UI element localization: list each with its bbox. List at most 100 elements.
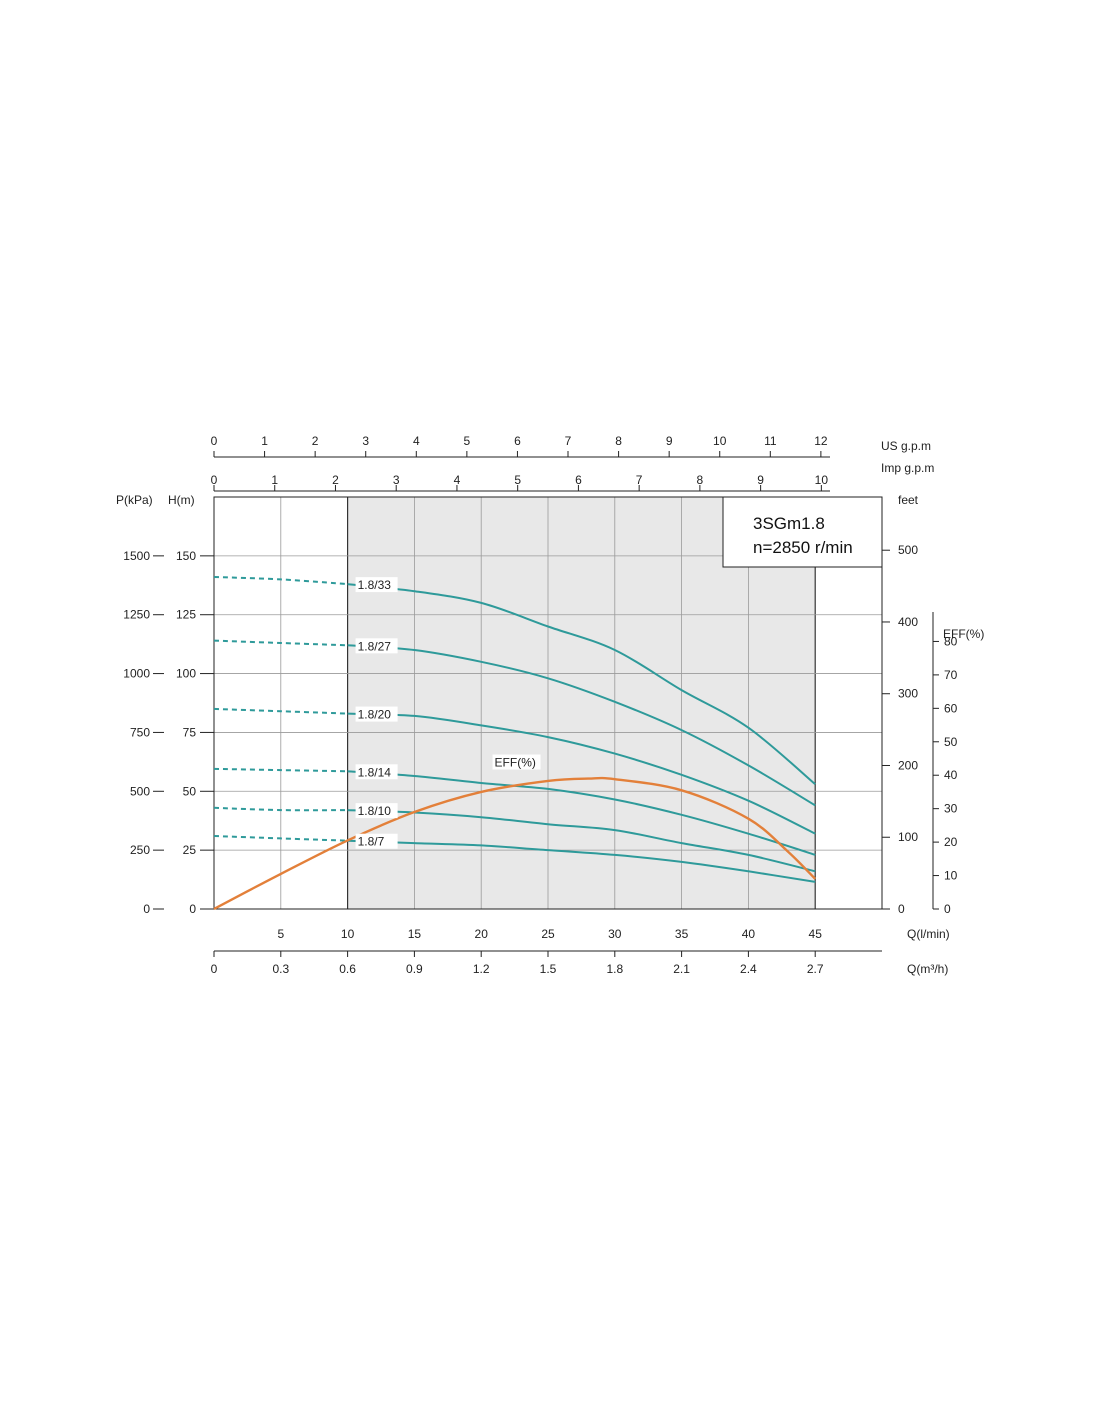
flow-lmin-axis-title: Q(l/min) — [907, 927, 950, 941]
head-curve-1-8-20 — [347, 712, 816, 835]
eff-tick-label: 70 — [944, 668, 958, 682]
us-gpm-tick-label: 2 — [312, 434, 319, 448]
us-gpm-tick-label: 4 — [413, 434, 420, 448]
imp-gpm-tick-label: 10 — [815, 473, 829, 487]
head-curve-1-8-33 — [347, 583, 816, 785]
m3h-tick-label: 2.7 — [807, 962, 824, 976]
us-gpm-tick-label: 8 — [615, 434, 622, 448]
x-tick-label: 25 — [541, 927, 555, 941]
feet-tick-label: 400 — [898, 615, 918, 629]
x-tick-label: 10 — [341, 927, 355, 941]
model-legend-box — [722, 496, 883, 568]
us-gpm-tick-label: 12 — [814, 434, 828, 448]
us-gpm-axis-title: US g.p.m — [881, 439, 931, 453]
imp-gpm-tick-label: 9 — [757, 473, 764, 487]
head-tick-label: 0 — [189, 902, 196, 916]
m3h-tick-label: 2.4 — [740, 962, 757, 976]
feet-tick-label: 200 — [898, 758, 918, 772]
curve-label-1-8-14: 1.8/14 — [358, 765, 392, 779]
curve-label-bg — [355, 577, 398, 593]
us-gpm-tick-label: 11 — [764, 434, 777, 448]
head-tick-label: 150 — [176, 549, 196, 563]
m3h-tick-label: 0.9 — [406, 962, 423, 976]
x-tick-label: 30 — [608, 927, 622, 941]
eff-tick-label: 30 — [944, 802, 958, 816]
curve-label-bg — [355, 833, 398, 849]
pressure-tick-label: 1250 — [123, 608, 150, 622]
imp-gpm-tick-label: 7 — [636, 473, 643, 487]
eff-tick-label: 80 — [944, 634, 958, 648]
us-gpm-tick-label: 1 — [261, 434, 268, 448]
x-tick-label: 35 — [675, 927, 689, 941]
m3h-tick-label: 2.1 — [673, 962, 690, 976]
imp-gpm-tick-label: 1 — [271, 473, 278, 487]
eff-label-bg — [492, 754, 541, 770]
m3h-tick-label: 1.5 — [540, 962, 557, 976]
feet-tick-label: 100 — [898, 830, 918, 844]
head-curves — [213, 576, 817, 911]
us-gpm-tick-label: 9 — [666, 434, 673, 448]
imp-gpm-tick-label: 3 — [393, 473, 400, 487]
eff-axis-title: EFF(%) — [943, 627, 984, 641]
curve-label-1-8-33: 1.8/33 — [358, 578, 392, 592]
us-gpm-tick-label: 6 — [514, 434, 521, 448]
pressure-axis-title: P(kPa) — [116, 493, 153, 507]
us-gpm-tick-label: 7 — [565, 434, 572, 448]
m3h-tick-label: 0.6 — [339, 962, 356, 976]
m3h-tick-label: 0 — [211, 962, 218, 976]
head-curve-dashed-1-8-7 — [213, 835, 348, 842]
head-tick-label: 25 — [183, 843, 197, 857]
head-curve-dashed-1-8-27 — [213, 639, 348, 647]
pressure-tick-label: 1500 — [123, 549, 150, 563]
eff-tick-label: 10 — [944, 869, 958, 883]
head-axis-title: H(m) — [168, 493, 195, 507]
model-speed: n=2850 r/min — [753, 538, 853, 557]
eff-tick-label: 40 — [944, 768, 958, 782]
head-tick-label: 75 — [183, 725, 197, 739]
x-tick-label: 20 — [475, 927, 489, 941]
curve-label-bg — [355, 803, 398, 819]
head-curve-dashed-1-8-20 — [213, 707, 348, 715]
head-curve-dashed-1-8-10 — [213, 806, 348, 812]
feet-axis-title: feet — [898, 493, 919, 507]
pressure-tick-label: 1000 — [123, 667, 150, 681]
curve-labels: 1.8/33 1.8/27 1.8/20 1.8/14 1.8/10 1.8/7 EFF(%… — [355, 577, 541, 849]
head-tick-label: 125 — [176, 608, 196, 622]
feet-tick-label: 300 — [898, 687, 918, 701]
imp-gpm-tick-label: 8 — [697, 473, 704, 487]
head-tick-label: 50 — [183, 784, 197, 798]
pressure-tick-label: 750 — [130, 725, 150, 739]
x-tick-label: 40 — [742, 927, 756, 941]
m3h-tick-label: 1.2 — [473, 962, 490, 976]
eff-tick-label: 50 — [944, 735, 958, 749]
head-curve-1-8-7 — [347, 839, 816, 883]
m3h-tick-label: 1.8 — [606, 962, 623, 976]
x-tick-label: 15 — [408, 927, 422, 941]
eff-tick-label: 20 — [944, 835, 958, 849]
head-curve-1-8-27 — [347, 644, 816, 807]
x-tick-label: 5 — [277, 927, 284, 941]
curve-label-bg — [355, 764, 398, 780]
imp-gpm-tick-label: 0 — [211, 473, 218, 487]
head-tick-label: 100 — [176, 667, 196, 681]
us-gpm-tick-label: 10 — [713, 434, 727, 448]
curve-label-1-8-7: 1.8/7 — [358, 835, 385, 849]
head-curve-dashed-1-8-14 — [213, 767, 348, 773]
curve-label-1-8-27: 1.8/27 — [358, 639, 392, 653]
us-gpm-tick-label: 3 — [362, 434, 369, 448]
pressure-tick-label: 500 — [130, 784, 150, 798]
plot-frame — [213, 496, 883, 910]
head-curve-1-8-14 — [347, 770, 816, 856]
flow-m3h-axis-title: Q(m³/h) — [907, 962, 948, 976]
us-gpm-tick-label: 5 — [464, 434, 471, 448]
us-gpm-tick-label: 0 — [211, 434, 218, 448]
imp-gpm-axis-title: Imp g.p.m — [881, 461, 934, 475]
curve-label-1-8-10: 1.8/10 — [358, 804, 392, 818]
eff-tick-label: 60 — [944, 701, 958, 715]
imp-gpm-tick-label: 5 — [514, 473, 521, 487]
feet-tick-label: 0 — [898, 902, 905, 916]
curve-label-bg — [355, 706, 398, 722]
feet-tick-label: 500 — [898, 543, 918, 557]
model-name: 3SGm1.8 — [753, 514, 825, 533]
